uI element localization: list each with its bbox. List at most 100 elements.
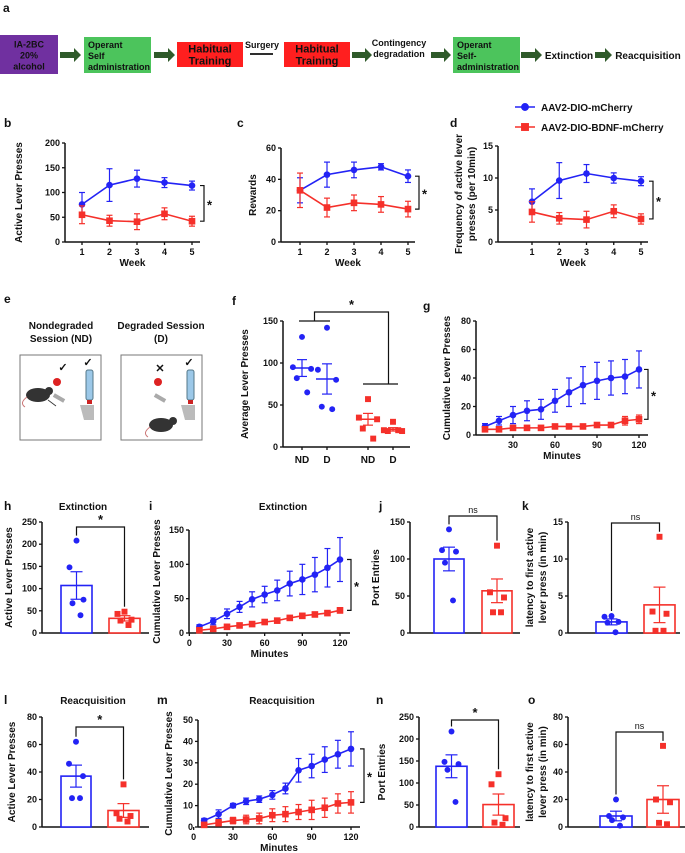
y-tick-label: 200	[22, 539, 37, 549]
y-tick-label: 15	[553, 517, 563, 527]
data-point-circle	[66, 564, 73, 571]
data-point-circle	[537, 406, 545, 413]
x-axis-label: Minutes	[260, 843, 298, 853]
data-point-square	[583, 216, 590, 223]
data-point-square	[269, 811, 276, 819]
significance-bracket	[649, 180, 654, 220]
data-point-square	[404, 205, 412, 213]
data-point-square	[113, 810, 120, 817]
data-point-square	[116, 815, 123, 822]
data-point-square	[667, 799, 673, 806]
data-point-circle	[333, 376, 340, 383]
y-tick-label: 150	[399, 756, 414, 766]
data-point-square	[347, 799, 355, 806]
y-axis-label: Port Entries	[377, 743, 388, 800]
y-tick-label: 100	[263, 358, 278, 368]
data-point-square	[336, 607, 344, 614]
data-point-square	[509, 424, 517, 432]
data-point-circle	[613, 796, 619, 803]
data-point-square	[495, 426, 503, 433]
significance-label: *	[349, 297, 355, 312]
data-point-square	[323, 204, 331, 211]
flow-step-label: alcohol	[13, 62, 45, 72]
data-point-circle	[229, 802, 237, 809]
data-point-circle	[73, 537, 80, 544]
panel-letter-o: o	[528, 693, 535, 707]
chart-title: Extinction	[59, 502, 107, 513]
data-point-square	[537, 424, 545, 432]
flow-step-label: Self-	[457, 51, 477, 61]
y-tick-label: 10	[553, 554, 563, 564]
significance-label: *	[98, 512, 104, 527]
flow-step-label: Habitual	[295, 44, 338, 56]
series-bdnf	[196, 606, 344, 634]
data-point-circle	[299, 576, 306, 583]
y-tick-label: 150	[390, 517, 405, 527]
x-tick-label: 90	[297, 638, 307, 648]
flow-step-label: Habitual	[188, 44, 231, 56]
x-tick-label: 5	[638, 247, 643, 257]
significance-bracket	[644, 368, 649, 420]
data-point-circle	[336, 556, 344, 563]
data-point-circle	[551, 397, 559, 405]
x-tick-label: 0	[187, 638, 192, 648]
data-point-square	[494, 542, 500, 549]
data-point-circle	[255, 795, 263, 803]
data-point-circle	[635, 366, 643, 373]
series-line	[204, 801, 352, 826]
data-point-circle	[620, 814, 626, 821]
data-point-square	[295, 808, 302, 816]
data-point-circle	[583, 170, 590, 177]
data-point-square	[551, 423, 559, 430]
data-point-circle	[609, 817, 615, 824]
flow-arrow-icon	[431, 48, 451, 62]
significance-label: *	[354, 579, 360, 594]
session-title-nd: Nondegraded	[29, 321, 93, 332]
data-point-square	[273, 617, 281, 624]
y-tick-label: 100	[399, 778, 414, 788]
chart-title: Extinction	[259, 502, 307, 513]
y-axis-label: Cumulative Lever Presses	[164, 711, 175, 836]
data-point-square	[161, 210, 168, 218]
x-tick-label: 30	[228, 832, 238, 842]
flow-step-label: degradation	[373, 49, 425, 59]
flow-step-label: Operant	[457, 40, 492, 50]
nondegraded-session-scene: ✓ ✓	[19, 354, 102, 441]
x-axis-label: Week	[120, 258, 146, 269]
data-point-circle	[495, 417, 503, 425]
flow-step-label: Reacquisition	[615, 51, 681, 62]
y-tick-label: 250	[22, 517, 37, 527]
data-point-square	[610, 207, 618, 215]
y-tick-label: 0	[32, 628, 37, 638]
data-point-square	[621, 417, 629, 425]
x-tick-label: 3	[351, 247, 356, 257]
x-tick-label: 1	[79, 247, 84, 257]
y-tick-label: 20	[266, 206, 276, 216]
data-point-square	[282, 810, 289, 818]
data-point-square	[499, 821, 506, 828]
y-tick-label: 0	[273, 442, 278, 452]
legend-label: AAV2-DIO-BDNF-mCherry	[541, 123, 664, 134]
y-axis-label: Rewards	[248, 174, 259, 216]
significance-label: ns	[631, 512, 641, 522]
y-axis-label: latency to first active	[525, 527, 536, 627]
panel-letter-m: m	[157, 693, 168, 707]
y-tick-label: 80	[27, 712, 37, 722]
data-point-circle	[289, 364, 296, 371]
check-icon: ✓	[83, 357, 92, 369]
panel-letter-e: e	[4, 292, 11, 306]
y-tick-label: 100	[169, 559, 184, 569]
y-tick-label: 40	[266, 174, 276, 184]
data-point-circle	[295, 766, 302, 774]
series-control	[78, 168, 196, 217]
y-tick-label: 80	[461, 316, 471, 326]
panel-letter-i: i	[149, 499, 152, 513]
significance-bracket	[75, 526, 126, 607]
y-tick-label: 40	[183, 736, 193, 746]
data-point-square	[652, 627, 659, 634]
data-point-square	[200, 821, 208, 829]
data-point-circle	[161, 179, 168, 186]
panel-letter-f: f	[232, 294, 237, 308]
y-tick-label: 40	[461, 373, 471, 383]
